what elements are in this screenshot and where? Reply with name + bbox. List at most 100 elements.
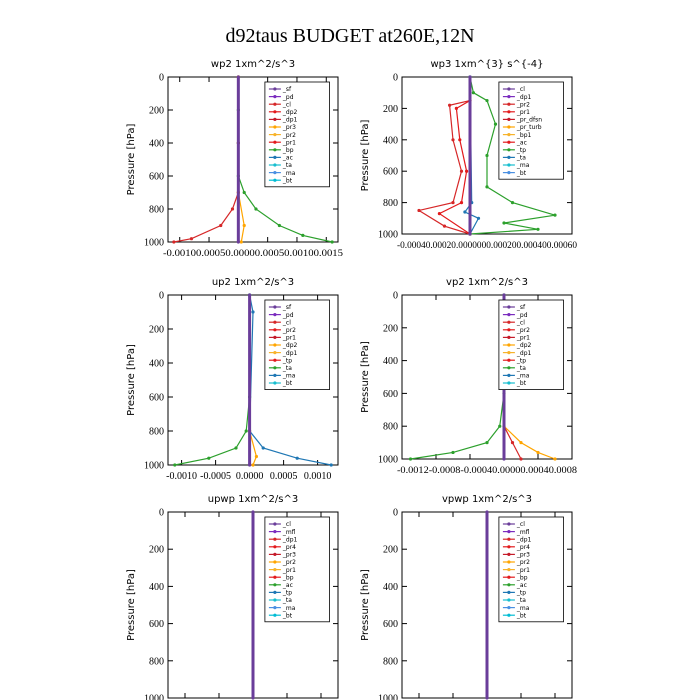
y-tick-label: 1000 <box>378 455 398 466</box>
legend-marker <box>507 343 511 347</box>
legend-marker <box>273 343 277 347</box>
legend-entry: _ta <box>516 365 526 372</box>
legend-entry: _ta <box>516 597 526 604</box>
data-point <box>251 310 255 314</box>
x-tick-label: 0.0000 <box>236 471 264 482</box>
legend-entry: _tp <box>516 357 526 364</box>
data-point <box>553 213 557 217</box>
panels: wp2 1xm^2/s^3 Pressure [hPa] 0 200 400 600 800… <box>126 59 578 700</box>
legend-marker <box>273 552 277 557</box>
data-point <box>502 293 506 297</box>
legend-marker <box>273 148 277 152</box>
panel-up2: up2 1xm^2/s^3 Pressure [hPa] 0 200 400 600 800… <box>126 277 339 482</box>
legend-marker <box>273 313 277 317</box>
legend-entry: _pr1 <box>516 335 530 342</box>
legend-marker <box>507 320 511 324</box>
y-axis-label: Pressure [hPa] <box>126 124 137 196</box>
y-tick-label: 600 <box>149 393 164 404</box>
legend-entry: _mfl <box>282 529 296 536</box>
data-point <box>277 223 281 228</box>
legend-marker <box>507 117 511 121</box>
legend-marker <box>507 568 511 572</box>
legend-entry: _bt <box>516 170 527 177</box>
y-tick-label: 200 <box>149 106 164 117</box>
legend-marker <box>273 568 277 572</box>
legend-marker <box>273 537 277 541</box>
legend-marker <box>507 366 511 370</box>
panel-title: upwp 1xm^2/s^3 <box>208 494 298 505</box>
data-point <box>236 75 240 79</box>
legend-entry: _bp1 <box>516 132 532 139</box>
y-tick-label: 0 <box>159 73 164 84</box>
legend-entry: _pr1 <box>282 335 296 342</box>
data-point <box>408 457 413 461</box>
legend-marker <box>507 606 511 610</box>
legend-entry: _pr4 <box>516 544 530 551</box>
data-point <box>242 223 246 228</box>
data-point <box>463 210 467 214</box>
legend-box <box>498 81 564 180</box>
legend-entry: _bp <box>282 574 294 581</box>
legend-entry: _bp <box>282 147 294 154</box>
y-tick-label: 600 <box>383 619 398 630</box>
legend-entry: _pr3 <box>516 552 530 559</box>
panel-title: up2 1xm^2/s^3 <box>212 277 294 288</box>
data-point <box>454 106 458 110</box>
legend-entry: _ta <box>282 597 292 604</box>
legend-marker <box>273 575 277 579</box>
series-line <box>438 100 471 235</box>
series-line <box>173 77 239 243</box>
data-point <box>251 463 255 467</box>
data-point <box>189 237 194 241</box>
series-pr1 <box>172 75 240 244</box>
data-point <box>468 232 472 236</box>
data-point <box>239 240 243 244</box>
y-tick-label: 400 <box>149 582 164 593</box>
legend-entry: _ta <box>516 155 526 162</box>
data-point <box>553 457 557 461</box>
legend-entry: _tp <box>282 357 292 364</box>
y-tick-label: 800 <box>149 205 164 216</box>
legend-marker <box>273 590 277 595</box>
legend-entry: _mfl <box>516 529 530 536</box>
data-point <box>498 424 502 428</box>
legend-marker <box>273 171 277 175</box>
legend-marker <box>507 358 511 362</box>
data-point <box>519 457 523 461</box>
legend-entry: _ac <box>282 582 293 589</box>
y-tick-label: 400 <box>383 582 398 593</box>
data-point <box>459 169 464 173</box>
data-point <box>502 457 506 461</box>
legend-marker <box>507 530 511 534</box>
y-tick-label: 400 <box>149 139 164 150</box>
legend-marker <box>507 381 511 385</box>
legend-entry: _ac <box>282 155 293 162</box>
y-tick-label: 800 <box>149 427 164 438</box>
legend-entry: _cl <box>516 319 525 326</box>
data-point <box>485 696 489 700</box>
legend-marker <box>273 140 277 144</box>
x-tick-label: 0.0005 <box>270 471 298 482</box>
plot-frame <box>401 294 573 460</box>
legend-marker <box>273 335 277 339</box>
panel-title: wp2 1xm^2/s^3 <box>211 59 295 70</box>
legend-marker <box>507 373 511 377</box>
y-tick-label: 800 <box>383 198 398 209</box>
panel-title: vpwp 1xm^2/s^3 <box>442 494 532 505</box>
x-tick-labels: -0.00040.00020.0000000.000200.000400.000… <box>397 240 578 250</box>
y-tick-label: 200 <box>383 323 398 334</box>
legend-marker <box>507 102 511 106</box>
legend-marker <box>507 155 511 159</box>
data-point <box>301 233 305 237</box>
legend-entry: _pr2 <box>516 101 530 108</box>
data-point <box>451 450 455 455</box>
legend-marker <box>273 560 277 564</box>
panel-wp3: wp3 1xm^{3} s^{-4} Pressure [hPa] 0 200 400 6… <box>360 59 578 250</box>
y-tick-label: 1000 <box>144 461 164 472</box>
legend-marker <box>507 133 511 137</box>
data-point <box>254 454 258 459</box>
data-point <box>207 456 211 460</box>
data-point <box>468 75 472 79</box>
data-point <box>172 240 176 244</box>
y-tick-label: 400 <box>149 359 164 370</box>
